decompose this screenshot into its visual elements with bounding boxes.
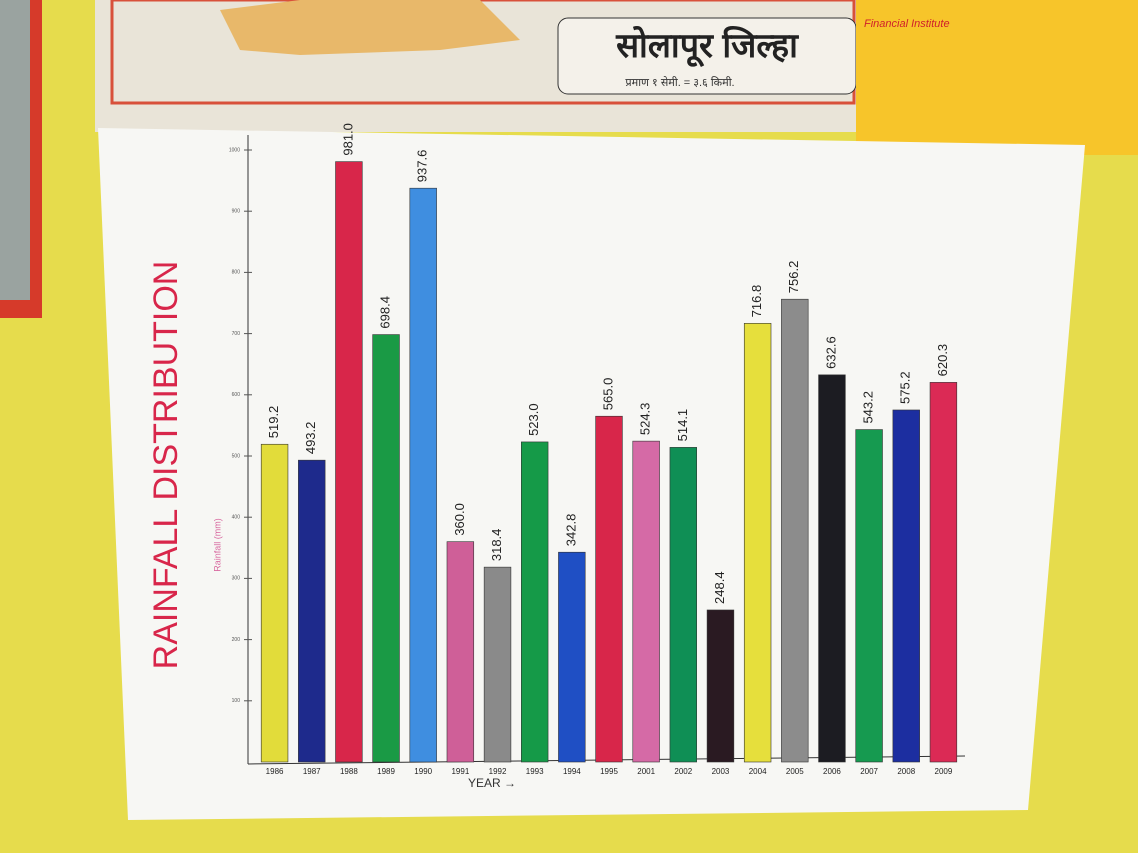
value-label: 519.2	[266, 406, 281, 439]
bar	[446, 541, 475, 763]
value-label: 620.3	[935, 344, 950, 377]
value-label: 523.0	[526, 403, 541, 436]
y-tick-label: 200	[232, 637, 241, 643]
x-tick-label: 1994	[563, 767, 581, 776]
bar	[818, 374, 846, 763]
x-tick-label: 1990	[414, 767, 432, 776]
map-title: सोलापूर जिल्हा	[615, 25, 799, 68]
map-scale: प्रमाण १ सेमी. = ३.६ किमी.	[625, 76, 734, 89]
value-label: 716.8	[749, 285, 764, 318]
x-tick-label: 2004	[749, 767, 767, 776]
value-label: 565.0	[600, 378, 615, 411]
y-tick-label: 100	[232, 698, 241, 704]
poster-image	[0, 0, 30, 300]
bar	[558, 551, 586, 763]
y-tick-label: 600	[232, 392, 241, 398]
bar	[892, 409, 920, 763]
value-label: 248.4	[712, 571, 727, 604]
x-tick-label: 2009	[935, 767, 953, 776]
x-tick-label: 1989	[377, 767, 395, 776]
value-label: 756.2	[786, 261, 801, 294]
bar	[781, 298, 809, 763]
value-label: 543.2	[861, 391, 876, 424]
value-label: 698.4	[377, 296, 392, 329]
bar	[595, 415, 623, 763]
y-tick-label: 1000	[229, 147, 240, 153]
y-tick-label: 900	[232, 209, 241, 215]
bar	[743, 323, 772, 763]
y-tick-label: 800	[232, 270, 241, 276]
bar	[260, 443, 289, 763]
note-card	[856, 0, 1138, 155]
value-label: 937.6	[415, 150, 430, 183]
bar	[409, 187, 437, 763]
x-tick-label: 1987	[303, 767, 321, 776]
x-tick-label: 1993	[526, 767, 544, 776]
x-tick-label: 2001	[637, 767, 655, 776]
value-label: 981.0	[340, 123, 355, 156]
x-tick-label: 1995	[600, 767, 618, 776]
x-tick-label: 1986	[266, 767, 284, 776]
y-axis-label: Rainfall (mm)	[212, 518, 222, 572]
bar	[669, 447, 697, 763]
map-region	[220, 0, 520, 55]
value-label: 514.1	[675, 409, 690, 442]
value-label: 575.2	[898, 371, 913, 404]
bar	[372, 334, 400, 763]
value-label: 318.4	[489, 529, 504, 562]
y-tick-label: 300	[232, 576, 241, 582]
bar	[298, 459, 326, 763]
y-tick-label: 700	[232, 331, 241, 337]
bar	[929, 382, 958, 763]
x-tick-label: 1988	[340, 767, 358, 776]
value-label: 493.2	[303, 422, 318, 455]
value-label: 524.3	[638, 403, 653, 436]
value-label: 360.0	[452, 503, 467, 536]
note-title: Financial Institute	[864, 18, 950, 30]
x-tick-label: 2008	[897, 767, 915, 776]
x-tick-label: 1992	[489, 767, 507, 776]
bar	[521, 441, 549, 763]
y-tick-label: 400	[232, 515, 241, 521]
x-axis-label: YEAR →	[468, 776, 516, 790]
bar	[855, 429, 883, 763]
value-label: 342.8	[563, 514, 578, 547]
bar	[483, 566, 512, 763]
y-tick-label: 500	[232, 453, 241, 459]
value-label: 632.6	[823, 336, 838, 369]
bar	[335, 161, 363, 763]
bar	[632, 440, 660, 763]
x-tick-label: 2005	[786, 767, 804, 776]
x-tick-label: 2006	[823, 767, 841, 776]
x-tick-label: 2003	[712, 767, 730, 776]
chart-title: RAINFALL DISTRIBUTION	[147, 261, 185, 670]
bar	[706, 609, 735, 763]
x-tick-label: 1991	[451, 767, 469, 776]
x-tick-label: 2007	[860, 767, 878, 776]
x-tick-label: 2002	[674, 767, 692, 776]
